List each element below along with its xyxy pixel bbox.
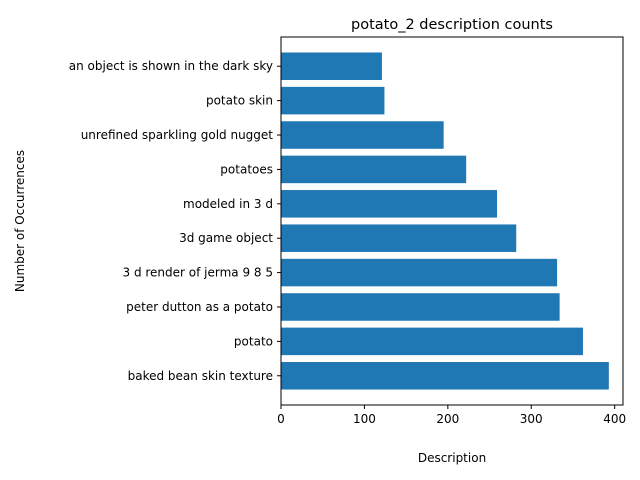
y-tick-label: potatoes [220, 162, 273, 176]
y-tick-label: 3 d render of jerma 9 8 5 [123, 266, 274, 280]
x-tick-label: 400 [603, 412, 626, 426]
plot-area-frame [280, 36, 624, 406]
bar [281, 258, 558, 287]
y-tick-label: an object is shown in the dark sky [69, 59, 273, 73]
x-tick-label: 100 [353, 412, 376, 426]
x-tick-label: 0 [277, 412, 285, 426]
y-tick-label: peter dutton as a potato [126, 300, 273, 314]
chart-title: potato_2 description counts [351, 17, 553, 33]
bars-layer [281, 52, 609, 390]
bar [281, 224, 517, 252]
x-tick-label: 300 [520, 412, 543, 426]
bar [281, 155, 467, 184]
y-tick-label: baked bean skin texture [128, 369, 273, 383]
bar [281, 190, 498, 218]
y-tick-label: unrefined sparkling gold nugget [81, 128, 274, 142]
bar [281, 362, 609, 390]
y-axis-label: Number of Occurrences [13, 150, 27, 292]
y-tick-label: modeled in 3 d [183, 197, 273, 211]
x-axis-label: Description [418, 451, 486, 465]
bar [281, 293, 560, 321]
y-tick-label: potato [234, 334, 273, 348]
bar [281, 86, 385, 115]
bar [281, 327, 583, 356]
ticks-layer: baked bean skin texture potato peter dutto… [69, 59, 626, 426]
y-tick-label: potato skin [206, 94, 273, 108]
bar [281, 121, 444, 149]
x-tick-label: 200 [436, 412, 459, 426]
y-tick-label: 3d game object [179, 231, 273, 245]
bar [281, 52, 382, 80]
